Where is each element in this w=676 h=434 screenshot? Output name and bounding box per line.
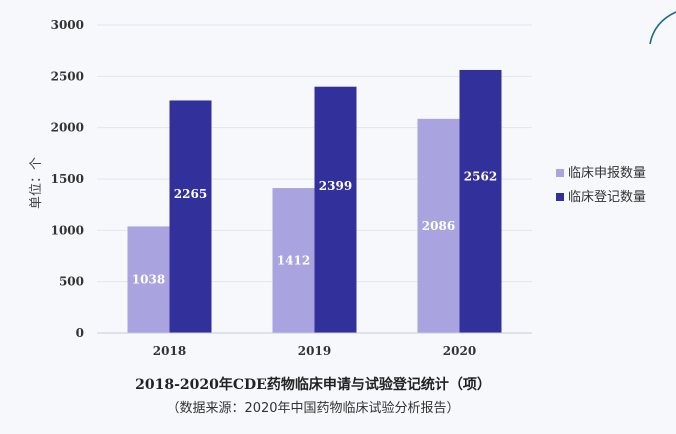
data-label: 2265 — [174, 187, 207, 201]
x-tick-label: 2019 — [298, 344, 331, 358]
bar-registrations-2019 — [314, 86, 357, 333]
chart-subtitle: （数据来源：2020年中国药物临床试验分析报告） — [166, 400, 459, 416]
data-label: 2086 — [422, 219, 455, 233]
y-tick-label: 3000 — [51, 18, 84, 32]
bar-applications-2019 — [272, 188, 315, 333]
bar-registrations-2020 — [459, 69, 502, 333]
data-label: 1038 — [132, 273, 165, 287]
y-tick-label: 0 — [76, 326, 84, 340]
x-tick-label: 2018 — [153, 344, 186, 358]
chart-title: 2018-2020年CDE药物临床申请与试验登记统计（项） — [135, 376, 491, 393]
decorative-arc — [649, 11, 676, 45]
bars: 1038 2265 1412 2399 2086 2562 — [127, 69, 502, 334]
legend-swatch — [556, 169, 564, 177]
legend-swatch — [556, 193, 564, 201]
legend-label: 临床登记数量 — [568, 190, 646, 205]
y-axis-label: 单位：个 — [29, 157, 44, 209]
y-tick-label: 2500 — [51, 69, 84, 83]
x-tick-label: 2020 — [443, 344, 476, 358]
data-label: 1412 — [277, 254, 310, 268]
bar-registrations-2018 — [169, 100, 212, 334]
data-label: 2562 — [464, 169, 497, 183]
x-axis: 2018 2019 2020 — [97, 332, 532, 358]
y-tick-label: 2000 — [51, 121, 84, 135]
y-axis: 0 500 1000 1500 2000 2500 3000 — [51, 18, 84, 340]
legend-label: 临床申报数量 — [568, 166, 646, 181]
y-tick-label: 1500 — [51, 172, 84, 186]
y-tick-label: 500 — [59, 275, 84, 289]
bar-applications-2018 — [127, 226, 170, 333]
bar-applications-2020 — [417, 118, 460, 333]
data-label: 2399 — [319, 179, 352, 193]
y-tick-label: 1000 — [51, 223, 84, 237]
